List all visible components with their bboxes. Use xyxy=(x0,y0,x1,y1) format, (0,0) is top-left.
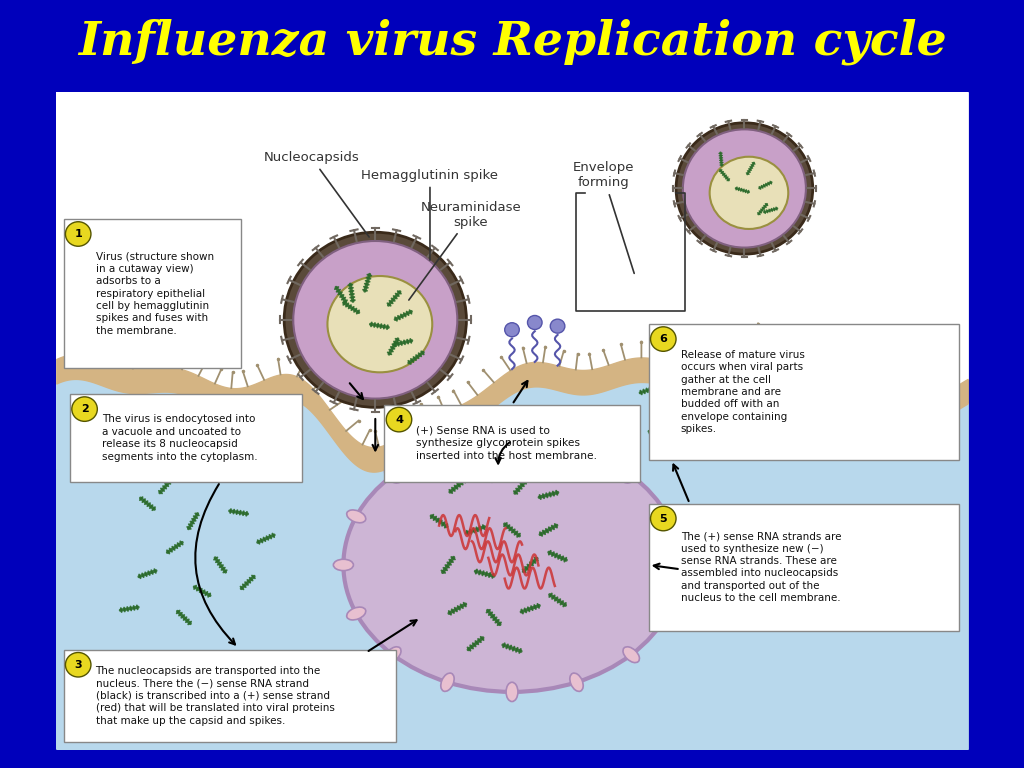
Text: Release of mature virus
occurs when viral parts
gather at the cell
membrane and : Release of mature virus occurs when vira… xyxy=(681,350,805,434)
FancyBboxPatch shape xyxy=(63,219,242,368)
Ellipse shape xyxy=(440,673,455,691)
Ellipse shape xyxy=(328,276,432,372)
Ellipse shape xyxy=(671,559,690,571)
Ellipse shape xyxy=(334,559,353,571)
Circle shape xyxy=(650,506,676,531)
FancyBboxPatch shape xyxy=(70,394,302,482)
Text: The (+) sense RNA strands are
used to synthesize new (−)
sense RNA strands. Thes: The (+) sense RNA strands are used to sy… xyxy=(681,531,841,603)
Bar xyxy=(56,267,968,749)
Circle shape xyxy=(676,123,813,254)
Ellipse shape xyxy=(385,467,401,483)
Text: The virus is endocytosed into
a vacuole and uncoated to
release its 8 nucleocaps: The virus is endocytosed into a vacuole … xyxy=(102,415,257,462)
Circle shape xyxy=(683,129,806,247)
Text: Hemagglutinin spike: Hemagglutinin spike xyxy=(361,169,499,260)
FancyBboxPatch shape xyxy=(649,324,958,460)
Text: 3: 3 xyxy=(75,660,82,670)
Circle shape xyxy=(650,327,676,351)
Circle shape xyxy=(66,653,91,677)
Bar xyxy=(56,92,968,468)
Ellipse shape xyxy=(710,157,788,229)
FancyBboxPatch shape xyxy=(384,405,640,482)
Ellipse shape xyxy=(506,682,518,701)
Circle shape xyxy=(66,222,91,247)
Circle shape xyxy=(293,241,458,399)
Circle shape xyxy=(527,316,542,329)
Ellipse shape xyxy=(385,647,401,663)
Ellipse shape xyxy=(347,510,366,523)
Circle shape xyxy=(285,232,467,407)
Circle shape xyxy=(72,397,97,422)
Circle shape xyxy=(505,323,519,336)
Text: 2: 2 xyxy=(81,404,88,414)
FancyBboxPatch shape xyxy=(63,650,396,742)
Ellipse shape xyxy=(343,438,681,692)
Ellipse shape xyxy=(623,647,639,663)
Text: (+) Sense RNA is used to
synthesize glycoprotein spikes
inserted into the host m: (+) Sense RNA is used to synthesize glyc… xyxy=(417,425,597,461)
Text: 6: 6 xyxy=(659,334,668,344)
Text: Influenza virus Replication cycle: Influenza virus Replication cycle xyxy=(78,19,946,65)
Text: Virus (structure shown
in a cutaway view)
adsorbs to a
respiratory epithelial
ce: Virus (structure shown in a cutaway view… xyxy=(95,251,214,336)
Text: Envelope
forming: Envelope forming xyxy=(572,161,634,273)
Text: 1: 1 xyxy=(75,229,82,239)
Ellipse shape xyxy=(569,673,584,691)
Circle shape xyxy=(550,319,565,333)
FancyBboxPatch shape xyxy=(649,504,958,631)
Text: 4: 4 xyxy=(395,415,403,425)
Text: Neuraminidase
spike: Neuraminidase spike xyxy=(409,200,521,300)
Ellipse shape xyxy=(658,510,677,523)
Text: The nucleocapsids are transported into the
nucleus. There the (−) sense RNA stra: The nucleocapsids are transported into t… xyxy=(95,666,335,726)
Ellipse shape xyxy=(658,607,677,620)
Text: Nucleocapsids: Nucleocapsids xyxy=(263,151,369,237)
Ellipse shape xyxy=(623,467,639,483)
Ellipse shape xyxy=(440,439,455,457)
Ellipse shape xyxy=(569,439,584,457)
Text: 5: 5 xyxy=(659,514,667,524)
Ellipse shape xyxy=(347,607,366,620)
Ellipse shape xyxy=(506,429,518,448)
Circle shape xyxy=(386,407,412,432)
